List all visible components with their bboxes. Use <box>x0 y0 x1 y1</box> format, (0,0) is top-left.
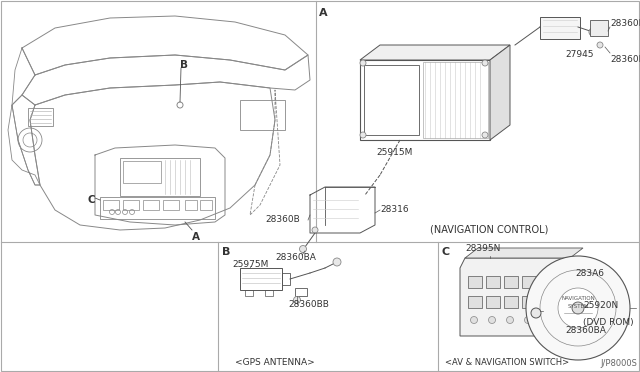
Polygon shape <box>465 248 583 258</box>
Circle shape <box>554 292 566 304</box>
Circle shape <box>470 317 477 324</box>
Bar <box>504 296 518 308</box>
Circle shape <box>333 258 341 266</box>
Bar <box>468 276 482 288</box>
Circle shape <box>294 296 301 304</box>
Bar <box>590 20 608 36</box>
Circle shape <box>506 317 513 324</box>
Text: 28360B: 28360B <box>265 215 300 224</box>
Circle shape <box>525 317 531 324</box>
Text: (DVD ROM): (DVD ROM) <box>583 318 634 327</box>
Bar <box>245 290 253 296</box>
Text: 28360BA: 28360BA <box>275 253 316 262</box>
Circle shape <box>557 330 563 337</box>
Circle shape <box>531 308 541 318</box>
Bar <box>265 290 273 296</box>
Bar <box>103 200 119 210</box>
Bar <box>295 288 307 296</box>
Bar <box>100 197 215 219</box>
Text: A: A <box>192 232 200 242</box>
Text: NAVIGATION: NAVIGATION <box>561 296 595 301</box>
Bar <box>360 60 490 140</box>
Bar <box>123 161 161 183</box>
Text: SYSTEM: SYSTEM <box>567 304 589 309</box>
Bar <box>282 273 290 285</box>
Bar <box>540 17 580 39</box>
Circle shape <box>597 42 603 48</box>
Text: B: B <box>180 60 188 70</box>
Bar <box>468 296 482 308</box>
Text: 28360BA: 28360BA <box>610 55 640 64</box>
Bar <box>240 100 285 130</box>
Bar <box>123 200 139 210</box>
Text: A: A <box>319 8 328 18</box>
Text: C: C <box>88 195 95 205</box>
Circle shape <box>488 317 495 324</box>
Bar <box>120 158 200 196</box>
Bar <box>522 296 536 308</box>
Text: 28360BB: 28360BB <box>288 300 329 309</box>
Polygon shape <box>490 45 510 140</box>
Bar <box>163 200 179 210</box>
Text: 283A6: 283A6 <box>575 269 604 278</box>
Circle shape <box>482 60 488 66</box>
Circle shape <box>300 246 307 253</box>
Text: <AV & NAVIGATION SWITCH>: <AV & NAVIGATION SWITCH> <box>445 358 569 367</box>
Text: 25915M: 25915M <box>377 148 413 157</box>
Text: 25920N: 25920N <box>583 301 618 311</box>
Bar <box>504 276 518 288</box>
Circle shape <box>558 288 598 328</box>
Text: B: B <box>222 247 230 257</box>
Bar <box>200 200 212 210</box>
Polygon shape <box>360 45 510 60</box>
Bar <box>540 296 554 308</box>
Circle shape <box>482 132 488 138</box>
Bar <box>540 276 554 288</box>
Polygon shape <box>460 258 570 336</box>
Bar <box>423 62 488 138</box>
Text: 27945: 27945 <box>565 50 593 59</box>
Bar <box>364 65 419 135</box>
Bar <box>486 276 500 288</box>
Text: 28360BA: 28360BA <box>565 326 606 335</box>
Bar <box>486 296 500 308</box>
Circle shape <box>572 302 584 314</box>
Text: <GPS ANTENNA>: <GPS ANTENNA> <box>235 358 315 367</box>
Bar <box>28 108 53 126</box>
Circle shape <box>360 132 366 138</box>
Circle shape <box>312 227 318 233</box>
Text: (NAVIGATION CONTROL): (NAVIGATION CONTROL) <box>430 225 548 235</box>
Circle shape <box>589 28 597 36</box>
Text: 28360B: 28360B <box>610 19 640 28</box>
Text: C: C <box>441 247 449 257</box>
Circle shape <box>526 256 630 360</box>
Text: 25975M: 25975M <box>232 260 268 269</box>
Bar <box>143 200 159 210</box>
Circle shape <box>360 60 366 66</box>
Bar <box>240 268 282 290</box>
Text: 28395N: 28395N <box>465 244 500 253</box>
Bar <box>185 200 197 210</box>
Text: 28316: 28316 <box>380 205 408 215</box>
Text: J/P8000S: J/P8000S <box>600 359 637 368</box>
Bar <box>522 276 536 288</box>
Circle shape <box>557 295 563 301</box>
